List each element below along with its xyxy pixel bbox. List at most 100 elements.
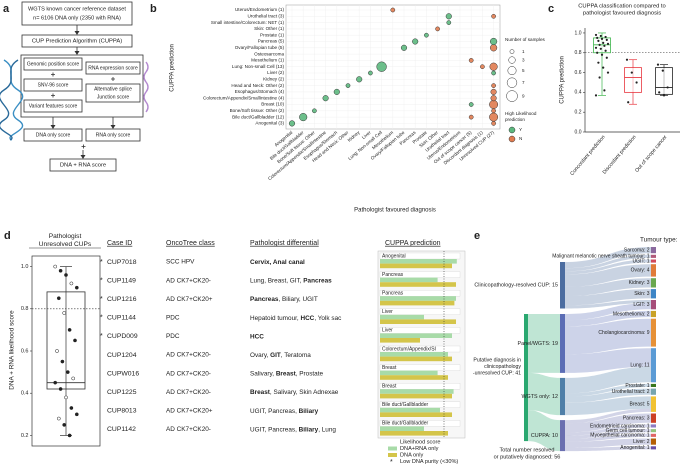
- flow: [565, 438, 651, 448]
- case-id: CUP7018: [107, 259, 137, 266]
- node: [651, 446, 656, 450]
- differential: Hepatoid tumour, HCC, Yolk sac: [250, 314, 342, 321]
- bubble: [490, 44, 498, 52]
- case-id: CUPD009: [107, 333, 138, 340]
- legend-title: High Likelihood: [505, 111, 537, 116]
- differential: Cervix, Anal canal: [250, 259, 305, 266]
- y-tick-label: 1.0: [21, 264, 29, 270]
- bubble: [376, 61, 387, 72]
- prediction-label: Colorectum/Appendix/SI: [382, 346, 436, 352]
- bubble: [491, 121, 496, 126]
- x-tick-label: Liver: [361, 130, 372, 141]
- differential: Breast, Salivary, Skin Adnexae: [250, 389, 339, 396]
- score-text: Genomic position score: [27, 61, 79, 67]
- prediction-label: Breast: [382, 384, 397, 390]
- node-label: Anogenital: 1: [620, 445, 649, 451]
- point: [58, 387, 63, 391]
- node: [651, 310, 656, 318]
- score-text: RNA expression score: [88, 65, 138, 71]
- score-text: Alternative splice: [94, 86, 132, 92]
- low-purity-flag: *: [100, 296, 103, 303]
- dna-only-text: DNA only score: [36, 132, 71, 138]
- node-label: Panel/WGTS: 19: [518, 341, 558, 347]
- y-tick-label: Skin: Other (1): [254, 26, 284, 31]
- arrow-head: [110, 125, 116, 129]
- legend-label: Low DNA purity (<30%): [400, 459, 458, 465]
- bubble: [312, 108, 317, 114]
- y-tick-label: 0.4: [575, 90, 582, 96]
- dna-helix: [3, 59, 24, 141]
- y-tick-label: Pancreas (5): [258, 39, 285, 44]
- bubble: [468, 114, 474, 120]
- prediction-label: Breast: [382, 365, 397, 371]
- panel-label: e: [474, 230, 480, 242]
- bubble: [288, 120, 296, 127]
- low-purity-flag: *: [100, 333, 103, 340]
- oncotree-class: AD CK7+CK20-: [166, 352, 211, 359]
- plus: [51, 93, 55, 98]
- differential-part: UGIT, Pancreas,: [250, 426, 299, 433]
- node: [651, 278, 656, 288]
- y-tick-label: Head and Neck: Other (2): [231, 83, 284, 88]
- y-tick-label: 1.0: [575, 30, 582, 36]
- combined-text: DNA + RNA score: [60, 163, 106, 169]
- point: [658, 91, 661, 94]
- point: [594, 46, 598, 49]
- y-tick-label: 0.8: [21, 306, 29, 312]
- x-tick-label: Out of scope cancer: [634, 134, 669, 174]
- bubble: [412, 38, 419, 45]
- node-label: Pancreas: 3: [623, 415, 650, 421]
- dna-helix: [0, 59, 19, 141]
- differential-part: Hepatoid tumour,: [250, 314, 300, 321]
- differential-part: Salivary,: [250, 370, 276, 377]
- bar-dna-rna: [380, 314, 424, 320]
- x-tick-label: Discordant prediction: [602, 134, 638, 175]
- point: [596, 36, 599, 40]
- y-tick-label: 0.2: [575, 110, 582, 116]
- node: [651, 438, 656, 445]
- point: [627, 101, 630, 104]
- node: [651, 429, 656, 433]
- node: [560, 377, 565, 416]
- bubble: [299, 113, 308, 122]
- node-label: Endometrioid carcinoma: 1: [590, 423, 650, 429]
- panel-label: b: [150, 3, 157, 15]
- box: [624, 67, 642, 93]
- node-label: Cholangiocarcinoma: 9: [598, 330, 649, 336]
- differential-part: Breast: [276, 370, 297, 377]
- rna-only-text: RNA only score: [96, 132, 131, 138]
- case-id: CUPW016: [107, 370, 139, 377]
- point: [596, 51, 599, 54]
- differential: Salivary, Breast, Prostate: [250, 370, 324, 377]
- point: [69, 281, 74, 286]
- bar-dna-rna: [380, 389, 454, 394]
- bubble: [333, 88, 340, 95]
- differential-part: , Yolk sac: [314, 314, 342, 321]
- point: [56, 416, 61, 421]
- legend-label: N: [519, 136, 522, 141]
- flow: [565, 278, 651, 297]
- y-tick-label: Prostate (1): [260, 32, 284, 37]
- rna-strand: [143, 61, 149, 113]
- legend-label: 1: [522, 49, 525, 54]
- oncotree-class: PDC: [166, 333, 180, 340]
- node-label: LGIT: 3: [633, 302, 649, 308]
- point: [597, 61, 600, 64]
- point: [606, 71, 610, 74]
- point: [598, 76, 601, 79]
- node: [651, 259, 656, 263]
- differential-part: Cervix, Anal canal: [250, 259, 305, 266]
- flow: [565, 310, 651, 327]
- bar-dna-rna: [380, 352, 448, 357]
- arrow-head: [50, 125, 56, 129]
- point: [600, 53, 604, 56]
- flow: [565, 289, 651, 306]
- y-tick-label: 0.4: [21, 391, 29, 397]
- legend-size: [506, 90, 518, 102]
- bubble: [491, 108, 496, 114]
- bubble: [489, 62, 498, 71]
- node-label: WGTS only: 12: [521, 394, 558, 400]
- point: [656, 63, 660, 66]
- dna-only-box: [23, 128, 83, 142]
